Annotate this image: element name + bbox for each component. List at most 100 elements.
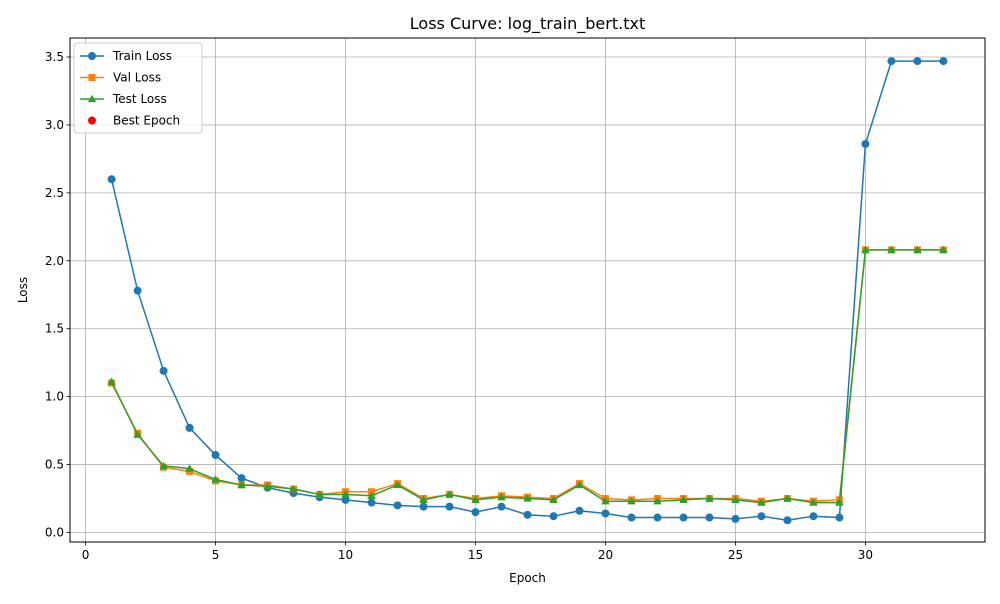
legend-marker <box>87 94 97 103</box>
train-loss-point <box>211 451 220 460</box>
x-tick-label: 30 <box>858 548 873 562</box>
test-loss-point <box>939 245 948 254</box>
plot-frame <box>69 37 986 543</box>
train-loss-point <box>107 175 116 184</box>
train-loss-point <box>627 513 636 522</box>
test-loss-point <box>159 461 168 470</box>
train-loss-point <box>419 502 428 511</box>
test-loss-point <box>575 480 584 489</box>
x-tick-label: 25 <box>728 548 743 562</box>
legend-label: Val Loss <box>113 71 161 85</box>
test-loss-point <box>497 492 506 501</box>
legend-label: Train Loss <box>112 49 172 63</box>
train-loss-point <box>705 513 714 522</box>
train-loss-point <box>497 502 506 511</box>
y-tick-label: 2.0 <box>45 254 64 268</box>
test-loss-point <box>887 245 896 254</box>
train-loss-point <box>757 512 766 521</box>
test-loss-point <box>341 490 350 498</box>
train-loss-point <box>783 516 792 525</box>
grid <box>70 38 985 542</box>
test-loss-point <box>133 430 142 438</box>
test-loss-point <box>367 491 376 499</box>
y-tick-label: 0.5 <box>45 458 64 472</box>
train-loss-point <box>471 508 480 517</box>
test-loss-point <box>185 464 194 472</box>
x-tick-label: 10 <box>338 548 353 562</box>
train-loss-point <box>679 513 688 522</box>
y-tick-label: 3.0 <box>45 118 64 132</box>
train-loss-point <box>133 286 142 295</box>
test-loss-point <box>523 494 532 502</box>
train-loss-point <box>185 423 194 432</box>
x-tick-label: 0 <box>82 548 90 562</box>
test-loss-point <box>289 484 298 493</box>
y-tick-label: 1.0 <box>45 390 64 404</box>
train-loss-point <box>861 139 870 148</box>
train-loss-point <box>913 57 922 66</box>
y-axis-label: Loss <box>16 277 30 303</box>
test-loss-point <box>757 498 766 506</box>
legend-box <box>73 42 203 134</box>
train-loss-point <box>393 501 402 510</box>
test-loss-point <box>393 480 402 489</box>
test-loss-point <box>705 494 714 502</box>
series-lines <box>107 57 948 525</box>
train-loss-point <box>523 510 532 519</box>
legend-label: Best Epoch <box>113 114 180 128</box>
train-loss-point <box>653 513 662 522</box>
train-loss-point <box>731 514 740 523</box>
train-loss-point <box>601 509 610 518</box>
legend-marker <box>88 74 96 81</box>
legend-label: Test Loss <box>112 92 167 106</box>
test-loss-point <box>627 497 636 505</box>
chart-title: Loss Curve: log_train_bert.txt <box>410 14 645 34</box>
x-axis-label: Epoch <box>509 571 546 585</box>
y-tick-label: 2.5 <box>45 186 64 200</box>
test-loss-point <box>653 497 662 505</box>
y-tick-label: 1.5 <box>45 322 64 336</box>
legend-entry-best-epoch: Best Epoch <box>88 114 180 128</box>
test-loss-point <box>601 497 610 505</box>
test-loss-point <box>809 498 818 506</box>
test-loss-point <box>263 482 272 490</box>
train-loss-point <box>575 506 584 515</box>
x-axis-ticks: 0 5 10 15 20 25 30 <box>82 542 873 562</box>
test-loss-point <box>211 475 220 483</box>
y-tick-label: 0.0 <box>45 525 64 539</box>
test-loss-point <box>783 494 792 502</box>
train-loss-point <box>341 495 350 504</box>
legend-entry-test-loss: Test Loss <box>80 92 167 106</box>
train-loss-point <box>237 474 246 483</box>
train-loss-point <box>887 57 896 66</box>
train-loss-point <box>939 57 948 66</box>
train-loss-point <box>835 513 844 522</box>
train-loss-point <box>549 512 558 521</box>
test-loss-point <box>471 495 480 504</box>
train-loss-point <box>367 498 376 507</box>
legend: Train Loss Val Loss Test Loss Best Epoch <box>73 42 203 134</box>
test-loss-point <box>913 245 922 254</box>
legend-marker <box>88 52 96 60</box>
test-loss-point <box>835 498 844 506</box>
test-loss-point <box>731 495 740 504</box>
x-tick-label: 5 <box>212 548 220 562</box>
y-tick-label: 3.5 <box>45 50 64 64</box>
train-loss-series <box>107 57 948 525</box>
train-loss-point <box>809 512 818 521</box>
test-loss-point <box>315 490 324 498</box>
train-loss-point <box>445 502 454 511</box>
x-tick-label: 15 <box>468 548 483 562</box>
x-tick-label: 20 <box>598 548 613 562</box>
train-loss-point <box>159 366 168 375</box>
test-loss-point <box>445 490 454 498</box>
test-loss-point <box>861 245 870 254</box>
y-axis-ticks: 0.0 0.5 1.0 1.5 2.0 2.5 3.0 3.5 <box>45 50 70 539</box>
legend-entry-val-loss: Val Loss <box>80 71 161 85</box>
test-loss-point <box>237 480 246 489</box>
legend-entry-train-loss: Train Loss <box>80 49 172 63</box>
test-loss-point <box>549 495 558 504</box>
test-loss-point <box>679 495 688 504</box>
